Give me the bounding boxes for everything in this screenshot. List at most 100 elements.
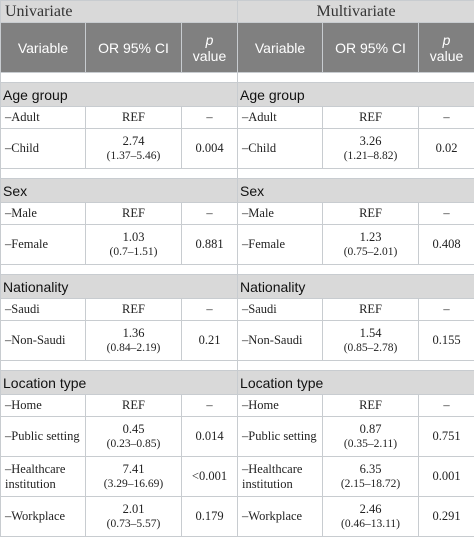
group-header-row: Univariate Multivariate xyxy=(1,1,474,23)
multi-or-cell: REF xyxy=(323,107,419,129)
or-value: REF xyxy=(122,302,145,316)
uni-variable-cell: –Child xyxy=(1,129,86,169)
spacer-cell xyxy=(1,265,238,275)
multi-variable-cell: –Child xyxy=(238,129,323,169)
uni-p-cell: – xyxy=(182,299,238,321)
multi-variable-cell: –Non-Saudi xyxy=(238,321,323,361)
section-spacer xyxy=(1,361,474,371)
spacer-cell xyxy=(1,73,238,83)
or-value: 2.46 xyxy=(360,502,382,516)
ci-value: (1.21–8.82) xyxy=(327,149,414,164)
univariate-header: Univariate xyxy=(1,1,238,23)
or-value: REF xyxy=(122,110,145,124)
uni-or-cell: 0.45(0.23–0.85) xyxy=(86,417,182,457)
or-value: 3.26 xyxy=(360,134,382,148)
uni-variable-cell: –Saudi xyxy=(1,299,86,321)
p-letter: p xyxy=(206,32,214,48)
ci-value: (3.29–16.69) xyxy=(90,477,177,492)
section-title: Sex xyxy=(1,179,238,203)
ci-value: (0.75–2.01) xyxy=(327,245,414,260)
multi-variable-cell: –Female xyxy=(238,225,323,265)
or-value: 7.41 xyxy=(123,462,145,476)
multi-p-cell: – xyxy=(419,107,474,129)
multi-p-cell: 0.02 xyxy=(419,129,474,169)
or-value: 1.36 xyxy=(123,326,145,340)
uni-p-cell: 0.881 xyxy=(182,225,238,265)
uni-or-cell: 1.03(0.7–1.51) xyxy=(86,225,182,265)
ci-value: (0.73–5.57) xyxy=(90,517,177,532)
p-value-word: value xyxy=(430,48,463,64)
uni-p-cell: – xyxy=(182,107,238,129)
or-value: 0.45 xyxy=(123,422,145,436)
uni-variable-header: Variable xyxy=(1,23,86,73)
or-value: 0.87 xyxy=(360,422,382,436)
or-value: 2.01 xyxy=(123,502,145,516)
uni-or-header: OR 95% CI xyxy=(86,23,182,73)
multi-variable-cell: –Male xyxy=(238,203,323,225)
uni-p-cell: <0.001 xyxy=(182,457,238,497)
uni-p-cell: – xyxy=(182,203,238,225)
ci-value: (1.37–5.46) xyxy=(90,149,177,164)
uni-variable-cell: –Healthcare institution xyxy=(1,457,86,497)
multi-p-cell: – xyxy=(419,203,474,225)
multi-or-cell: 3.26(1.21–8.82) xyxy=(323,129,419,169)
or-value: 1.54 xyxy=(360,326,382,340)
section-spacer xyxy=(1,169,474,179)
or-value: REF xyxy=(359,206,382,220)
or-value: 1.03 xyxy=(123,230,145,244)
spacer-cell xyxy=(238,73,474,83)
or-value: REF xyxy=(359,110,382,124)
or-value: REF xyxy=(122,398,145,412)
multi-p-cell: 0.408 xyxy=(419,225,474,265)
ci-value: (0.85–2.78) xyxy=(327,341,414,356)
uni-or-cell: 2.74(1.37–5.46) xyxy=(86,129,182,169)
ci-value: (0.84–2.19) xyxy=(90,341,177,356)
section-title: Age group xyxy=(1,83,238,107)
or-value: REF xyxy=(122,206,145,220)
uni-p-cell: 0.21 xyxy=(182,321,238,361)
ci-value: (0.7–1.51) xyxy=(90,245,177,260)
spacer-cell xyxy=(238,361,474,371)
spacer-cell xyxy=(238,169,474,179)
ci-value: (0.46–13.11) xyxy=(327,517,414,532)
or-value: 1.23 xyxy=(360,230,382,244)
multi-variable-cell: –Public setting xyxy=(238,417,323,457)
ci-value: (2.15–18.72) xyxy=(327,477,414,492)
uni-or-cell: REF xyxy=(86,299,182,321)
section-spacer xyxy=(1,73,474,83)
uni-variable-cell: –Public setting xyxy=(1,417,86,457)
multi-or-cell: REF xyxy=(323,203,419,225)
section-spacer xyxy=(1,265,474,275)
p-value-word: value xyxy=(193,48,226,64)
section-title: Nationality xyxy=(238,275,474,299)
uni-variable-cell: –Adult xyxy=(1,107,86,129)
or-value: 6.35 xyxy=(360,462,382,476)
uni-variable-cell: –Home xyxy=(1,395,86,417)
multi-p-cell: 0.155 xyxy=(419,321,474,361)
section-title: Nationality xyxy=(1,275,238,299)
multi-p-cell: – xyxy=(419,299,474,321)
uni-variable-cell: –Male xyxy=(1,203,86,225)
uni-or-cell: REF xyxy=(86,107,182,129)
multi-variable-cell: –Healthcare institution xyxy=(238,457,323,497)
ci-value: (0.35–2.11) xyxy=(327,437,414,452)
uni-p-cell: – xyxy=(182,395,238,417)
multi-or-cell: REF xyxy=(323,299,419,321)
section-title: Age group xyxy=(238,83,474,107)
uni-or-cell: REF xyxy=(86,395,182,417)
p-letter: p xyxy=(443,32,451,48)
multi-or-cell: REF xyxy=(323,395,419,417)
